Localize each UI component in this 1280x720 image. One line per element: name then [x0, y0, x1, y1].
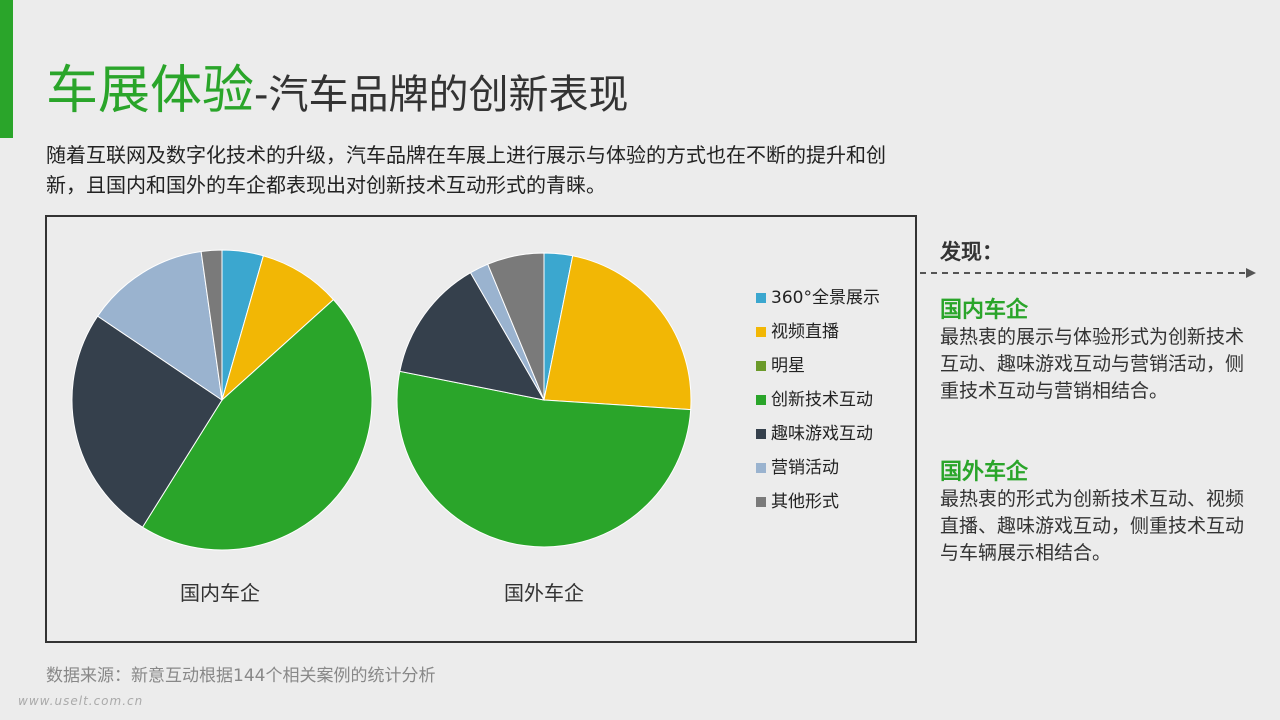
- accent-bar: [0, 0, 13, 138]
- pie-slice: [399, 272, 545, 401]
- pie-label: 国内车企: [180, 581, 260, 605]
- legend-swatch: [756, 327, 766, 337]
- pie-slice: [487, 252, 545, 401]
- foreign-finding: 国外车企 最热衷的形式为创新技术互动、视频直播、趣味游戏互动，侧重技术互动与车辆…: [940, 454, 1250, 567]
- legend-label: 明星: [771, 356, 805, 376]
- pie-label: 国外车企: [504, 581, 584, 605]
- title-main: 车展体验: [46, 61, 255, 121]
- legend-swatch: [756, 293, 766, 303]
- legend-label: 其他形式: [771, 492, 839, 512]
- page-title: 车展体验-汽车品牌的创新表现: [46, 48, 628, 123]
- watermark: www.uselt.com.cn: [18, 694, 144, 708]
- domestic-text: 最热衷的展示与体验形式为创新技术互动、趣味游戏互动与营销活动，侧重技术互动与营销…: [940, 326, 1245, 402]
- pie-slice: [96, 250, 223, 402]
- domestic-title: 国内车企: [940, 298, 1029, 323]
- legend-swatch: [756, 497, 766, 507]
- pie-slice: [221, 255, 335, 402]
- legend-swatch: [756, 429, 766, 439]
- pie-slice: [141, 298, 373, 551]
- title-sub: -汽车品牌的创新表现: [254, 72, 629, 118]
- intro-text: 随着互联网及数字化技术的升级，汽车品牌在车展上进行展示与体验的方式也在不断的提升…: [46, 143, 886, 197]
- legend-label: 营销活动: [771, 458, 839, 478]
- pie-slice: [543, 255, 692, 411]
- legend-swatch: [756, 395, 766, 405]
- pie-slice: [200, 249, 223, 401]
- foreign-text: 最热衷的形式为创新技术互动、视频直播、趣味游戏互动，侧重技术互动与车辆展示相结合…: [940, 488, 1245, 564]
- foreign-title: 国外车企: [940, 460, 1029, 485]
- pie-chart: 国内车企 国外车企 360°全景展示视频直播明星创新技术互动趣味游戏互动营销活动其他…: [71, 249, 880, 605]
- findings-heading: 发现：: [940, 240, 1003, 264]
- legend-label: 创新技术互动: [771, 390, 873, 410]
- pie-slice: [396, 370, 692, 548]
- domestic-finding: 国内车企 最热衷的展示与体验形式为创新技术互动、趣味游戏互动与营销活动，侧重技术…: [940, 292, 1250, 405]
- legend-swatch: [756, 361, 766, 371]
- legend-label: 360°全景展示: [771, 288, 880, 308]
- findings-arrow: [920, 264, 1260, 284]
- pie-slice: [71, 315, 223, 528]
- legend-swatch: [756, 463, 766, 473]
- source-note: 数据来源：新意互动根据144个相关案例的统计分析: [46, 666, 436, 686]
- legend-label: 趣味游戏互动: [771, 424, 873, 444]
- chart-frame: 国内车企 国外车企 360°全景展示 视频直播明星创新技术互动 趣味游戏互动 营销活动其他…: [45, 215, 917, 643]
- legend-label: 视频直播: [771, 322, 839, 342]
- findings-panel: 发现：: [940, 236, 1270, 266]
